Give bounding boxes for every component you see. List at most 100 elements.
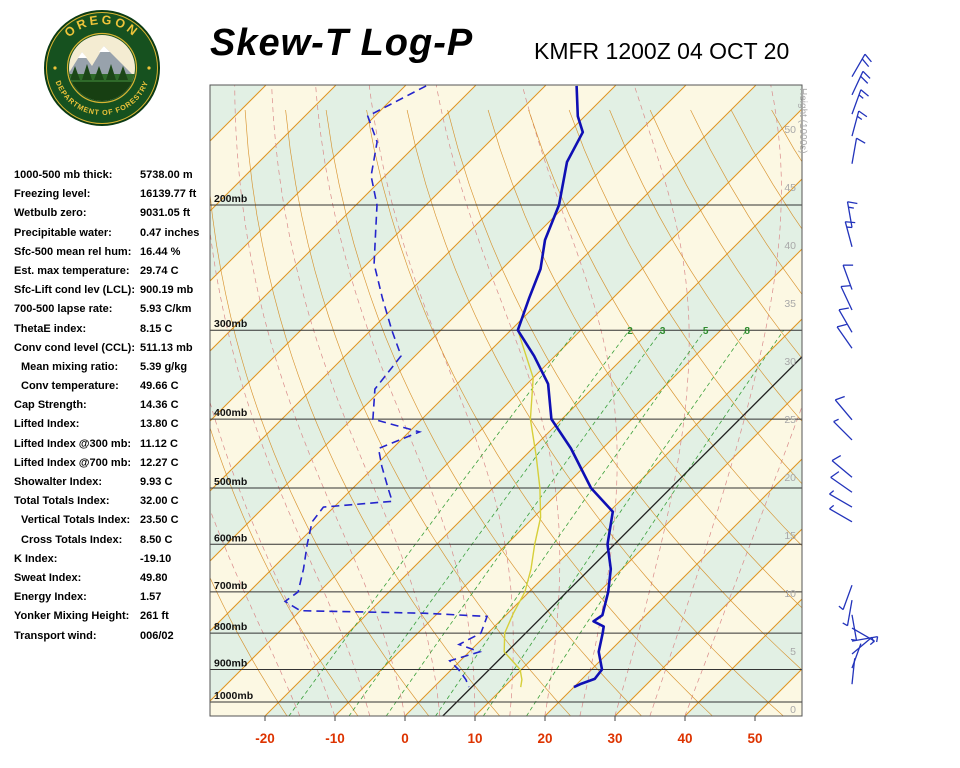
index-label: Vertical Totals Index: xyxy=(21,514,131,527)
isobar-label: 700mb xyxy=(214,580,247,592)
index-row: Precipitable water: 0.47 inches xyxy=(14,224,210,243)
isobar-label: 500mb xyxy=(214,476,247,488)
index-value: 511.13 mb xyxy=(140,341,193,354)
wind-barb xyxy=(842,600,853,627)
index-value: 1.57 xyxy=(140,591,162,604)
isotherm-line xyxy=(334,248,802,716)
isotherm-line xyxy=(404,318,802,716)
temp-axis-label: -10 xyxy=(325,731,345,746)
isotherm-line xyxy=(210,85,337,212)
isobar-label: 200mb xyxy=(214,193,247,205)
temp-axis-label: 20 xyxy=(537,731,552,746)
wetbulb-trace xyxy=(503,329,542,688)
isotherm-line xyxy=(210,85,407,282)
isotherm-line xyxy=(544,458,802,716)
wind-barb xyxy=(838,584,853,611)
logo-inner-ring xyxy=(66,32,138,104)
index-value: 32.00 C xyxy=(140,495,179,508)
index-value: 261 ft xyxy=(140,610,169,623)
isotherm-line xyxy=(684,598,802,716)
dry-adiabat-line xyxy=(853,110,960,716)
page-title: Skew-T Log-P xyxy=(210,22,474,64)
station-label: KMFR 1200Z 04 OCT 20 xyxy=(534,38,790,64)
temp-axis-label: 40 xyxy=(677,731,692,746)
index-label: 1000-500 mb thick: xyxy=(14,169,113,181)
isotherm-line xyxy=(210,85,757,632)
index-value: 0.47 inches xyxy=(140,226,200,239)
index-row: Lifted Index: 13.80 C xyxy=(14,415,210,434)
isotherm-line xyxy=(210,85,687,562)
sounding-traces-layer xyxy=(283,85,615,689)
index-label: Total Totals Index: xyxy=(14,495,110,508)
wind-barb xyxy=(851,110,868,137)
index-row: Vertical Totals Index: 23.50 C xyxy=(14,511,210,530)
index-value: 9.93 C xyxy=(140,476,173,488)
moist-adiabat-line xyxy=(271,85,441,716)
index-label: Sweat Index: xyxy=(14,571,82,584)
index-value: -19.10 xyxy=(140,552,172,565)
dry-adiabat-line xyxy=(649,109,802,359)
mixing-ratio-label: 5 xyxy=(703,326,709,337)
index-label: Precipitable water: xyxy=(14,226,112,239)
index-row: Sweat Index: 49.80 xyxy=(14,569,210,588)
moist-adiabat-line xyxy=(614,85,690,716)
index-value: 14.36 C xyxy=(140,399,179,412)
dry-adiabat-line xyxy=(609,109,802,422)
height-axis-title: Height (1000s) xyxy=(797,88,808,154)
wind-barb-column xyxy=(829,53,879,685)
mixing-ratio-line xyxy=(385,329,663,716)
index-row: Conv cond level (CCL): 511.13 mb xyxy=(14,339,210,358)
height-axis-label: 0 xyxy=(790,704,796,716)
index-row: Yonker Mixing Height: 261 ft xyxy=(14,607,210,626)
index-row: 1000-500 mb thick: 5738.00 m xyxy=(14,166,210,185)
index-row: Cap Strength: 14.36 C xyxy=(14,396,210,415)
dry-adiabat-line xyxy=(285,109,572,716)
moist-adiabat-line xyxy=(210,508,301,716)
dry-adiabat-line xyxy=(210,191,430,716)
isobar-label: 800mb xyxy=(214,621,247,633)
wind-barb xyxy=(851,89,869,115)
height-axis-label: 45 xyxy=(784,182,796,194)
index-label: Lifted Index @700 mb: xyxy=(14,456,132,469)
mixing-ratio-line xyxy=(526,329,785,716)
mixing-ratio-label: 8 xyxy=(744,326,750,337)
dry-adiabat-line xyxy=(568,109,802,485)
index-value: 11.12 C xyxy=(140,437,178,450)
index-label: Sfc-500 mean rel hum: xyxy=(14,245,132,258)
index-row: 700-500 lapse rate: 5.93 C/km xyxy=(14,300,210,319)
index-label: Conv cond level (CCL): xyxy=(14,341,136,354)
wind-barb xyxy=(831,455,853,478)
height-axis-label: 20 xyxy=(784,472,796,484)
height-axis-label: 30 xyxy=(784,356,796,368)
wind-barb xyxy=(829,490,853,508)
index-value: 49.66 C xyxy=(140,380,179,393)
index-row: Total Totals Index: 32.00 C xyxy=(14,492,210,511)
index-label: Lifted Index: xyxy=(14,418,80,431)
index-label: 700-500 lapse rate: xyxy=(14,303,113,316)
moist-adiabat-line xyxy=(210,228,371,716)
mixing-ratio-line xyxy=(482,329,747,716)
mixing-ratio-label: 2 xyxy=(627,326,633,337)
index-label: Yonker Mixing Height: xyxy=(14,610,130,623)
wind-barb xyxy=(834,395,853,421)
wind-barb xyxy=(851,53,872,78)
index-label: Showalter Index: xyxy=(14,476,103,488)
height-axis-label: 40 xyxy=(784,240,796,252)
index-value: 16.44 % xyxy=(140,245,181,258)
moist-adiabat-line xyxy=(649,85,782,716)
isotherm-line xyxy=(210,85,547,422)
moist-adiabat-line xyxy=(315,85,476,716)
isotherm-line xyxy=(210,85,617,492)
wind-barb xyxy=(846,201,858,228)
chart-border xyxy=(209,84,803,717)
wind-barb xyxy=(833,418,853,441)
temp-axis-label: 10 xyxy=(467,731,482,746)
index-row: Lifted Index @700 mb: 12.27 C xyxy=(14,454,210,473)
index-label: Cap Strength: xyxy=(14,399,87,412)
moist-adiabat-line xyxy=(521,85,618,716)
dry-adiabat-line xyxy=(487,109,802,609)
indices-panel: 1000-500 mb thick: 5738.00 m Freezing leve… xyxy=(14,166,210,646)
dry-adiabat-line xyxy=(210,576,288,716)
logo-forest-scene xyxy=(69,46,135,101)
index-value: 16139.77 ft xyxy=(140,188,197,201)
